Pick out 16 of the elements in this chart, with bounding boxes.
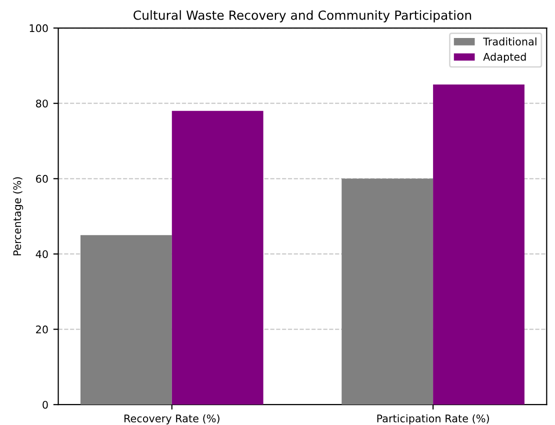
legend-label: Adapted bbox=[483, 52, 526, 63]
bar bbox=[80, 235, 172, 405]
bar bbox=[172, 110, 264, 405]
legend-label: Traditional bbox=[483, 37, 536, 46]
y-tick-label: 80 bbox=[36, 100, 48, 108]
chart-title: Cultural Waste Recovery and Community Participation bbox=[134, 10, 472, 22]
bar bbox=[342, 178, 434, 405]
y-tick-label: 40 bbox=[36, 250, 48, 258]
y-tick-label: 20 bbox=[36, 326, 48, 334]
y-tick-label: 100 bbox=[30, 24, 48, 32]
bar bbox=[433, 84, 524, 405]
y-tick-label: 0 bbox=[42, 400, 48, 409]
x-tick-label: Participation Rate (%) bbox=[377, 414, 489, 424]
x-tick-label: Recovery Rate (%) bbox=[124, 414, 220, 424]
y-tick-label: 60 bbox=[36, 174, 48, 183]
y-axis-title: Percentage (%) bbox=[13, 177, 24, 256]
